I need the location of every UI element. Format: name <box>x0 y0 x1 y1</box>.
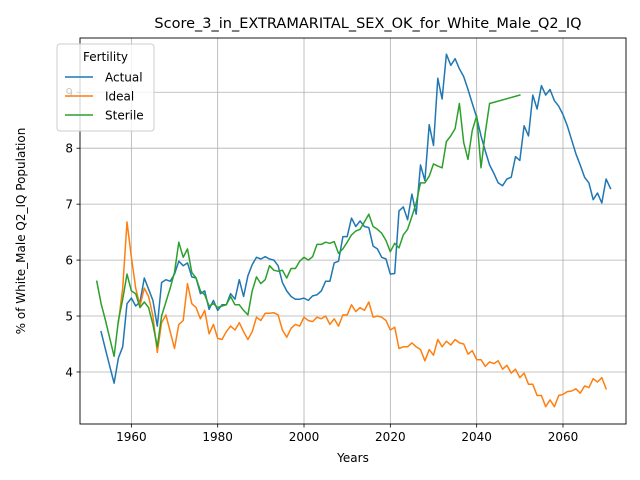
x-tick-label: 2000 <box>289 430 320 444</box>
legend-items: Actual Ideal Sterile <box>65 71 144 123</box>
chart-title: Score_3_in_EXTRAMARITAL_SEX_OK_for_White… <box>154 16 581 32</box>
y-tick-label: 4 <box>65 365 73 379</box>
x-tick-label: 1960 <box>116 430 147 444</box>
y-axis-label: % of White_Male Q2_IQ Population <box>14 128 28 335</box>
legend-box <box>56 43 155 132</box>
legend-label-ideal: Ideal <box>105 90 134 104</box>
series-line-ideal <box>117 221 608 408</box>
legend-title: Fertility <box>83 50 128 64</box>
grid-lines <box>80 38 626 424</box>
legend: Fertility Actual Ideal Sterile <box>56 43 155 132</box>
series-line-sterile <box>95 94 521 358</box>
legend-label-sterile: Sterile <box>105 109 144 123</box>
series-lines <box>95 53 612 408</box>
x-tick-label: 2060 <box>548 430 579 444</box>
x-axis-label: Years <box>336 451 369 465</box>
x-tick-label: 2040 <box>461 430 492 444</box>
legend-label-actual: Actual <box>105 71 143 85</box>
y-tick-label: 6 <box>65 254 73 268</box>
y-tick-label: 7 <box>65 198 73 212</box>
y-tick-label: 8 <box>65 142 73 156</box>
y-tick-label: 5 <box>65 310 73 324</box>
series-line-actual <box>100 53 612 384</box>
plot-frame <box>79 37 627 425</box>
x-tick-label: 1980 <box>202 430 233 444</box>
x-axis-ticks: 1960 1980 2000 2020 2040 2060 <box>116 424 578 444</box>
x-tick-label: 2020 <box>375 430 406 444</box>
